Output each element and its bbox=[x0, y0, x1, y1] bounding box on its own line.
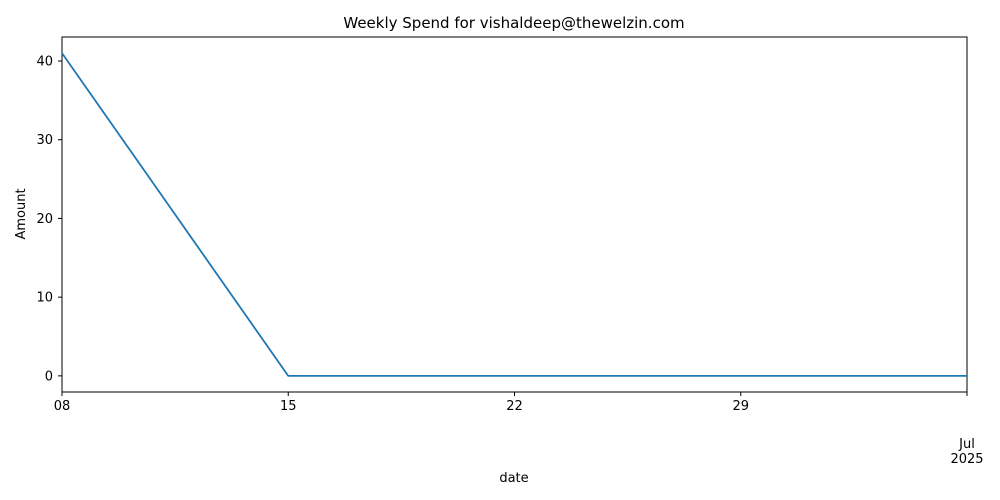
x-tick-label: Jul 2025 bbox=[950, 437, 983, 467]
y-tick-label: 10 bbox=[36, 291, 53, 306]
plot-frame bbox=[61, 36, 968, 393]
y-tick-label: 40 bbox=[36, 55, 53, 70]
y-tick-label: 30 bbox=[36, 133, 53, 148]
chart-title: Weekly Spend for vishaldeep@thewelzin.co… bbox=[343, 14, 684, 32]
x-tick-label: 08 bbox=[54, 399, 71, 414]
x-tick-label: 15 bbox=[280, 399, 297, 414]
x-axis-label: date bbox=[499, 471, 528, 486]
x-tick-label-line: 29 bbox=[732, 399, 749, 414]
y-axis-label: Amount bbox=[14, 188, 29, 239]
spend-series-line bbox=[61, 52, 967, 377]
plot-area: 0 10 20 30 40 08 15 22 29 Jul 2025 bbox=[36, 36, 984, 467]
x-tick-label: 22 bbox=[506, 399, 523, 414]
x-tick-label: 29 bbox=[732, 399, 749, 414]
x-tick-label-line: 15 bbox=[280, 399, 297, 414]
x-tick-label-line: 22 bbox=[506, 399, 523, 414]
y-tick-label: 0 bbox=[45, 369, 53, 384]
x-tick-label-line: 08 bbox=[54, 399, 71, 414]
x-tick-label-line: 2025 bbox=[950, 452, 983, 467]
y-tick-label: 20 bbox=[36, 212, 53, 227]
x-tick-label-line: Jul bbox=[958, 437, 975, 452]
